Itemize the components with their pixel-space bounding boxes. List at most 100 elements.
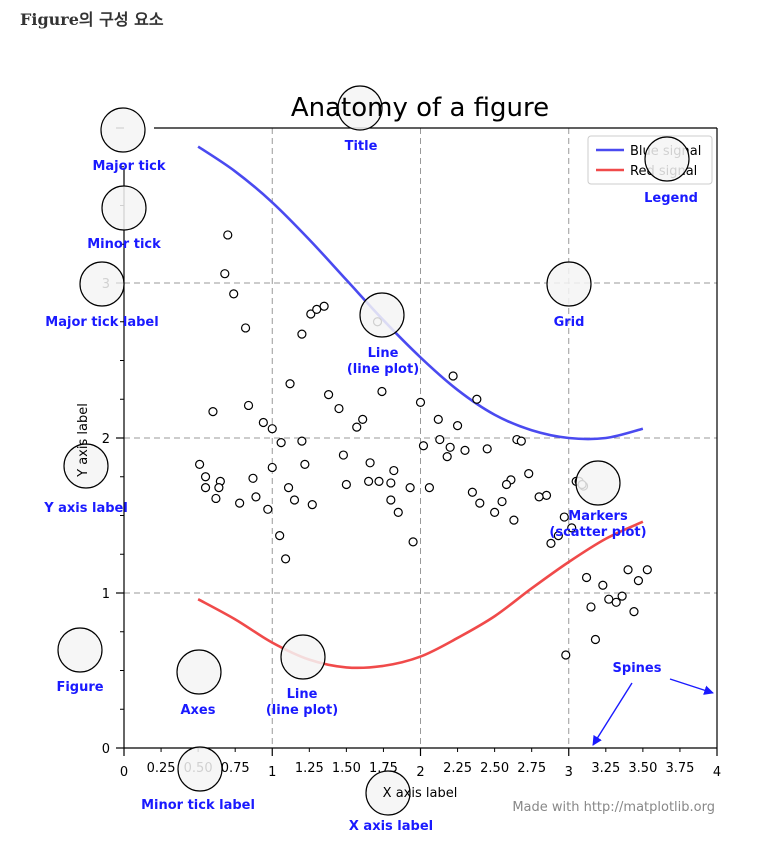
scatter-point-23 <box>319 301 329 311</box>
x-minor-tick-label-10: 3.50 <box>628 761 657 776</box>
scatter-point-18 <box>267 424 277 434</box>
annotation-circle-10 <box>176 649 222 695</box>
annotation-label-3: Major tick label <box>45 315 158 330</box>
annotation-label-7: Y axis label <box>43 501 128 516</box>
annotation-label-6-line2: (line plot) <box>347 362 419 377</box>
scatter-point-4 <box>243 400 254 411</box>
series-layer <box>197 145 644 670</box>
scatter-point-30 <box>365 458 375 468</box>
scatter-point-51 <box>581 572 592 583</box>
scatter-point-66 <box>276 438 286 448</box>
annotation-label-14: X axis label <box>349 819 433 834</box>
scatter-point-20 <box>297 329 307 339</box>
scatter-point-75 <box>442 452 452 462</box>
scatter-point-56 <box>629 606 639 617</box>
scatter-point-14 <box>263 504 273 514</box>
scatter-point-58 <box>611 597 621 607</box>
annotation-label-1: Major tick <box>92 159 165 174</box>
scatter-point-35 <box>408 537 418 547</box>
annotation-label-8: Markers <box>568 509 628 524</box>
scatter-point-61 <box>590 634 601 645</box>
scatter-point-80 <box>501 479 512 490</box>
scatter-point-48 <box>553 531 563 541</box>
scatter-point-70 <box>389 465 399 476</box>
scatter-point-42 <box>482 444 492 454</box>
annotation-circle-13 <box>365 770 411 816</box>
scatter-point-49 <box>559 512 569 522</box>
credit-text: Made with http://matplotlib.org <box>512 800 715 815</box>
scatter-point-62 <box>561 650 571 660</box>
scatter-point-33 <box>374 476 384 486</box>
scatter-point-76 <box>460 445 470 455</box>
annotation-label-5: Legend <box>644 191 698 206</box>
scatter-point-6 <box>208 407 218 417</box>
scatter-point-25 <box>323 390 334 400</box>
scatter-point-44 <box>509 515 519 525</box>
scatter-point-68 <box>341 479 351 490</box>
annotation-label-4: Grid <box>554 315 585 330</box>
scatter-point-24 <box>300 459 310 469</box>
scatter-point-34 <box>393 507 403 518</box>
scatter-point-50 <box>567 523 577 533</box>
annotation-label-2: Minor tick <box>87 237 161 252</box>
scatter-point-21 <box>306 309 316 319</box>
scatter-point-82 <box>516 436 526 446</box>
scatter-point-47 <box>546 538 556 549</box>
chart-title: Anatomy of a figure <box>291 93 549 123</box>
annotation-circle-7 <box>63 443 109 489</box>
scatter-point-88 <box>248 473 258 483</box>
scatter-point-22 <box>312 304 322 314</box>
scatter-point-84 <box>534 492 544 502</box>
scatter-point-29 <box>358 414 368 424</box>
scatter-point-53 <box>617 591 627 601</box>
scatter-point-57 <box>642 565 652 575</box>
scatter-point-3 <box>240 323 251 333</box>
x-major-tick-label-2: 2 <box>416 765 424 780</box>
x-minor-tick-label-9: 3.25 <box>591 761 620 776</box>
scatter-point-71 <box>405 483 415 493</box>
scatter-point-59 <box>598 580 608 590</box>
annotation-circle-11 <box>280 634 326 680</box>
scatter-point-86 <box>364 476 374 486</box>
scatter-point-83 <box>541 490 552 500</box>
y-major-tick-label-1: 1 <box>102 587 110 602</box>
x-minor-tick-label-6: 2.25 <box>443 761 472 776</box>
scatter-point-65 <box>297 436 307 446</box>
scatter-point-79 <box>490 507 500 518</box>
scatter-point-60 <box>586 602 596 612</box>
scatter-point-10 <box>235 498 245 508</box>
scatter-point-85 <box>386 478 396 488</box>
annotation-circle-5 <box>644 136 690 182</box>
scatter-point-87 <box>267 462 277 473</box>
annotation-circle-1 <box>100 107 146 153</box>
x-major-tick-label-3: 3 <box>565 765 573 780</box>
scatter-point-11 <box>214 483 224 493</box>
x-major-tick-label-0: 0 <box>120 765 128 780</box>
scatter-point-13 <box>251 492 261 502</box>
x-minor-tick-label-7: 2.50 <box>480 761 509 776</box>
series-line-0 <box>197 145 644 441</box>
annotation-circle-0 <box>337 85 383 131</box>
annotation-circle-3 <box>79 261 125 307</box>
x-minor-tick-label-0: 0.25 <box>147 761 176 776</box>
scatter-point-27 <box>338 450 349 460</box>
annotation-circle-8 <box>575 460 621 506</box>
annotation-label-6: Line <box>368 346 399 361</box>
x-minor-tick-label-3: 1.25 <box>295 761 324 776</box>
annotation-label-9: Figure <box>56 680 103 695</box>
y-axis-label: Y axis label <box>76 403 91 478</box>
scatter-point-52 <box>604 594 614 604</box>
scatter-point-8 <box>200 472 211 482</box>
annotation-label-11: Line <box>287 687 318 702</box>
spines-arrow-right <box>669 678 714 695</box>
annotation-circle-6 <box>359 292 405 338</box>
x-axis-label: X axis label <box>383 786 458 801</box>
annotation-label-12: Spines <box>613 661 662 676</box>
scatter-point-17 <box>283 483 294 493</box>
x-major-tick-label-4: 4 <box>713 765 721 780</box>
scatter-point-41 <box>472 394 482 404</box>
x-minor-tick-label-2: 0.75 <box>221 761 250 776</box>
page-heading: Figure의 구성 요소 <box>20 10 164 29</box>
scatter-point-7 <box>195 459 205 469</box>
